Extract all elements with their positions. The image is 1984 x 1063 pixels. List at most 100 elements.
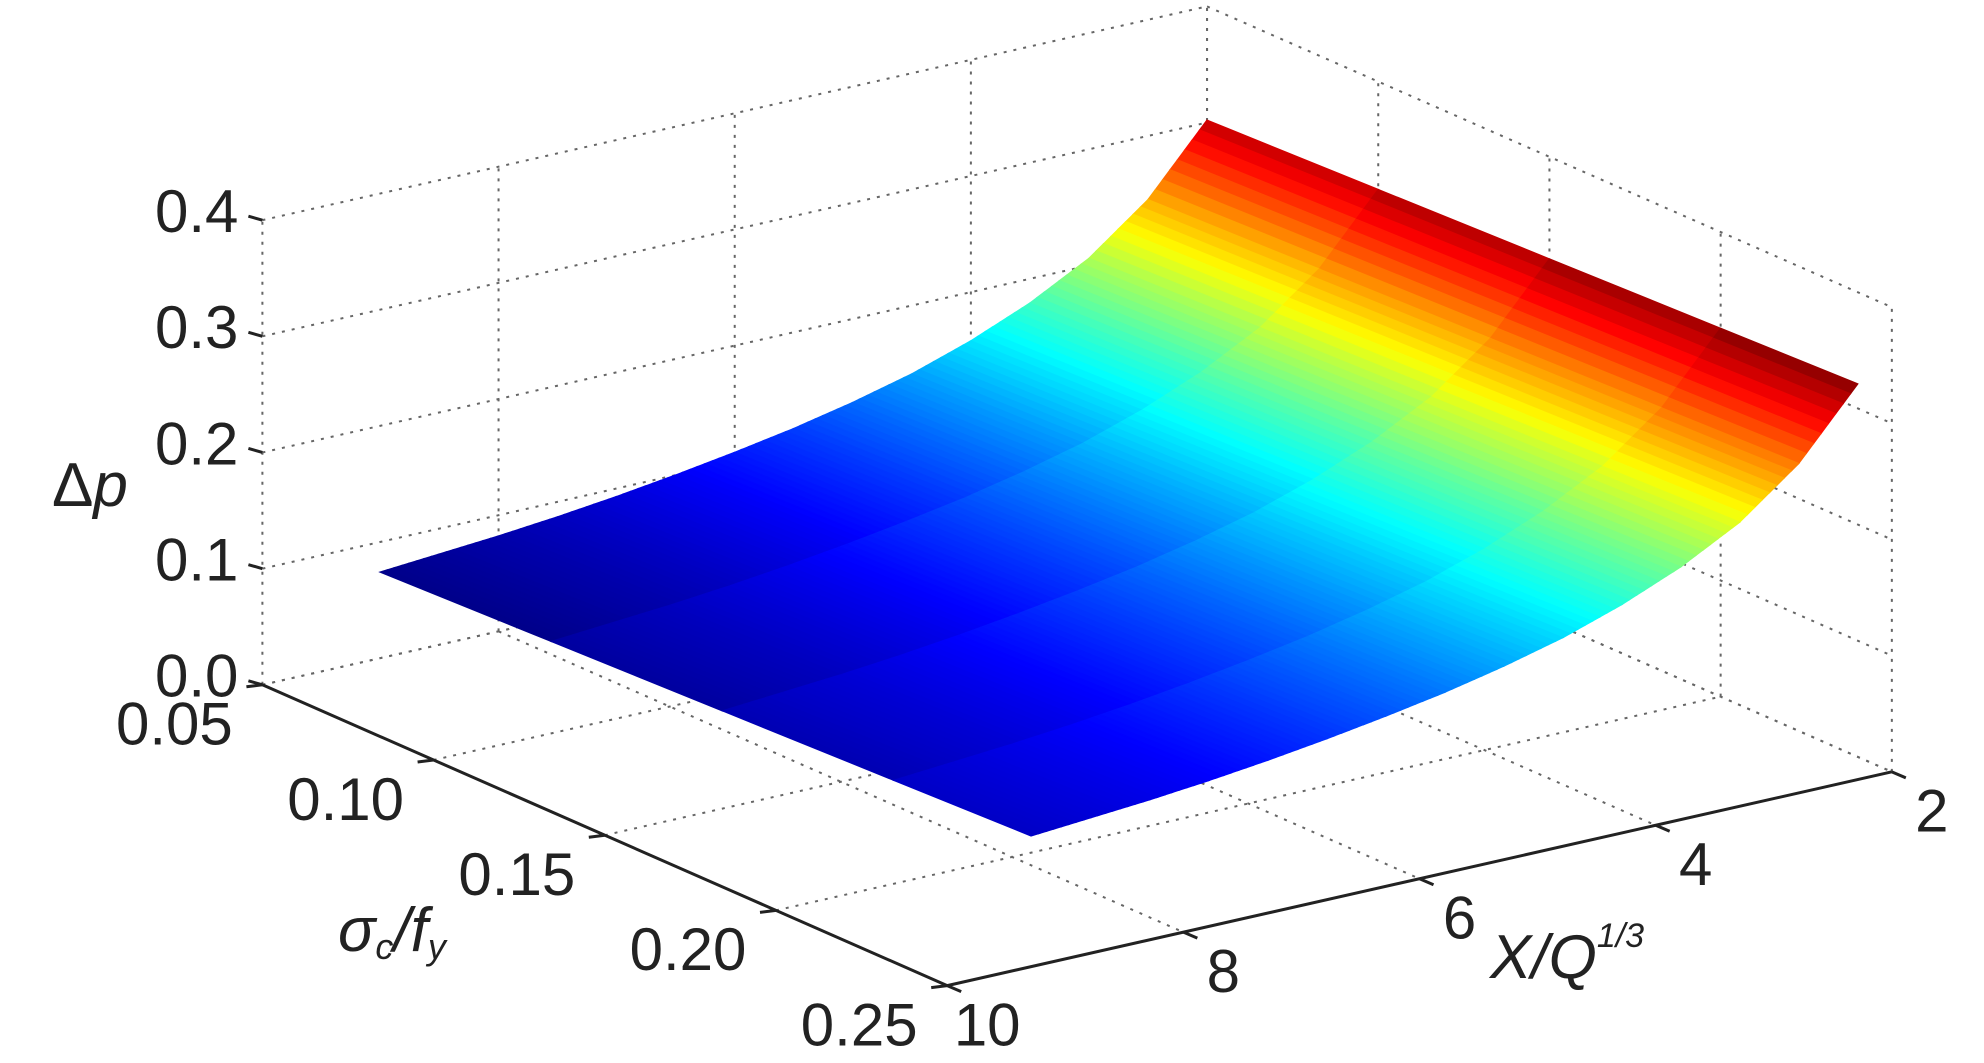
tick-mark (1182, 930, 1198, 940)
surface-patch (969, 302, 1203, 412)
surface-patch (1128, 682, 1329, 762)
tick-mark (946, 984, 962, 993)
y-tick-label: 0.20 (630, 916, 747, 983)
labels: 2 4 6 8 10 0.05 0.10 0.15 0.20 0.25 0.0 0.1 0.2 0.3 0.… (116, 178, 1949, 1058)
y-label-part: σ (338, 896, 378, 965)
surface-patch (1187, 659, 1388, 740)
surface-patch (1318, 188, 1551, 340)
surface-patch (1364, 581, 1565, 668)
surface-patch (950, 743, 1152, 819)
surface-patch (1193, 512, 1428, 612)
tick-mark (247, 447, 263, 454)
tick-mark (247, 563, 263, 571)
surface-patch (1252, 478, 1487, 584)
tick-mark (247, 330, 263, 338)
tick-mark (931, 984, 948, 990)
y-tick-label: 0.10 (287, 766, 404, 833)
surface-patch (779, 674, 1015, 764)
surface-patch (1146, 119, 1380, 271)
surface-patch (496, 516, 731, 607)
y-label-part: y (425, 926, 448, 967)
surface-patch (1009, 724, 1211, 801)
tick-mark (247, 214, 263, 222)
surface-patch (1246, 636, 1447, 717)
x-axis-label: X/Q1/3 (1488, 917, 1644, 992)
surface-patch (1305, 609, 1506, 694)
surface-patch (726, 565, 962, 657)
z-tick-label: 0.3 (155, 294, 238, 361)
y-label-part: /f (389, 896, 433, 965)
surface-patch (720, 692, 956, 782)
surface-patch (1542, 465, 1742, 568)
grid-line (262, 121, 1208, 338)
tick-mark (759, 908, 777, 914)
y-axis (261, 683, 948, 987)
surface-patch (1081, 409, 1316, 514)
surface-facet (891, 777, 1041, 837)
surface-patch (1199, 327, 1433, 443)
surface-patch (673, 451, 908, 546)
surface-patch (1140, 371, 1374, 481)
grid-line (262, 353, 1208, 570)
surface-patch (555, 495, 790, 588)
tick-mark (1655, 823, 1671, 833)
grid-line (433, 545, 1379, 761)
tick-mark (1891, 770, 1907, 780)
surface-patch (667, 585, 903, 676)
surface-patch (614, 474, 849, 567)
surface-patch (378, 553, 613, 643)
x-label-part: X/Q (1488, 923, 1597, 992)
z-axis-label: Δp (52, 451, 128, 520)
surface-patch (1028, 257, 1262, 374)
surface-patch (549, 622, 785, 712)
surface-patch (850, 373, 1085, 473)
surface-patch (910, 340, 1144, 445)
tick-mark (417, 758, 434, 764)
surface-patch (1601, 407, 1800, 524)
surface-patch (791, 401, 1026, 499)
y-tick-label: 0.05 (116, 691, 233, 758)
z-label-part: Δ (52, 451, 93, 520)
surface-patch (437, 535, 673, 625)
x-tick-label: 2 (1915, 778, 1948, 845)
z-tick-label: 0.4 (155, 178, 238, 245)
grid (246, 5, 1907, 993)
grid-line (262, 470, 1208, 686)
z-tick-label: 0.0 (155, 643, 238, 710)
y-tick-label: 0.25 (801, 991, 918, 1058)
y-label-part: c (375, 926, 393, 967)
grid-line (604, 620, 1550, 837)
x-tick-label: 10 (954, 991, 1021, 1058)
z-tick-label: 0.2 (155, 410, 238, 477)
surface-patch (608, 604, 844, 694)
surface-patch (838, 654, 1074, 746)
surface-patch (1069, 703, 1270, 782)
surface-patch (1423, 548, 1624, 639)
tick-mark (247, 679, 263, 687)
surface-patch (903, 497, 1139, 593)
x-tick-label: 6 (1443, 885, 1476, 952)
surface-patch (785, 543, 1021, 637)
surface-patch (1660, 327, 1859, 465)
surface-patch (956, 613, 1192, 706)
surface-patch (844, 521, 1080, 615)
x-tick-label: 8 (1207, 938, 1240, 1005)
tick-mark (588, 833, 605, 839)
grid-line (262, 237, 1208, 454)
grid-line (262, 5, 1208, 222)
surface-patch (1016, 590, 1251, 685)
grid-line (775, 695, 1721, 912)
surface-patch (891, 761, 1093, 837)
surface-patch (1022, 442, 1257, 543)
surface-patch (1482, 510, 1683, 606)
surface-patch (1489, 258, 1722, 409)
surface-patch (1370, 396, 1605, 513)
z-label-part: p (91, 451, 127, 520)
x-label-part: 1/3 (1597, 917, 1644, 955)
y-axis-label: σc/fy (338, 896, 448, 966)
surface-patch (1075, 566, 1310, 662)
surface-patch (732, 427, 967, 523)
tick-mark (1418, 877, 1435, 887)
y-tick-label: 0.15 (458, 841, 575, 908)
